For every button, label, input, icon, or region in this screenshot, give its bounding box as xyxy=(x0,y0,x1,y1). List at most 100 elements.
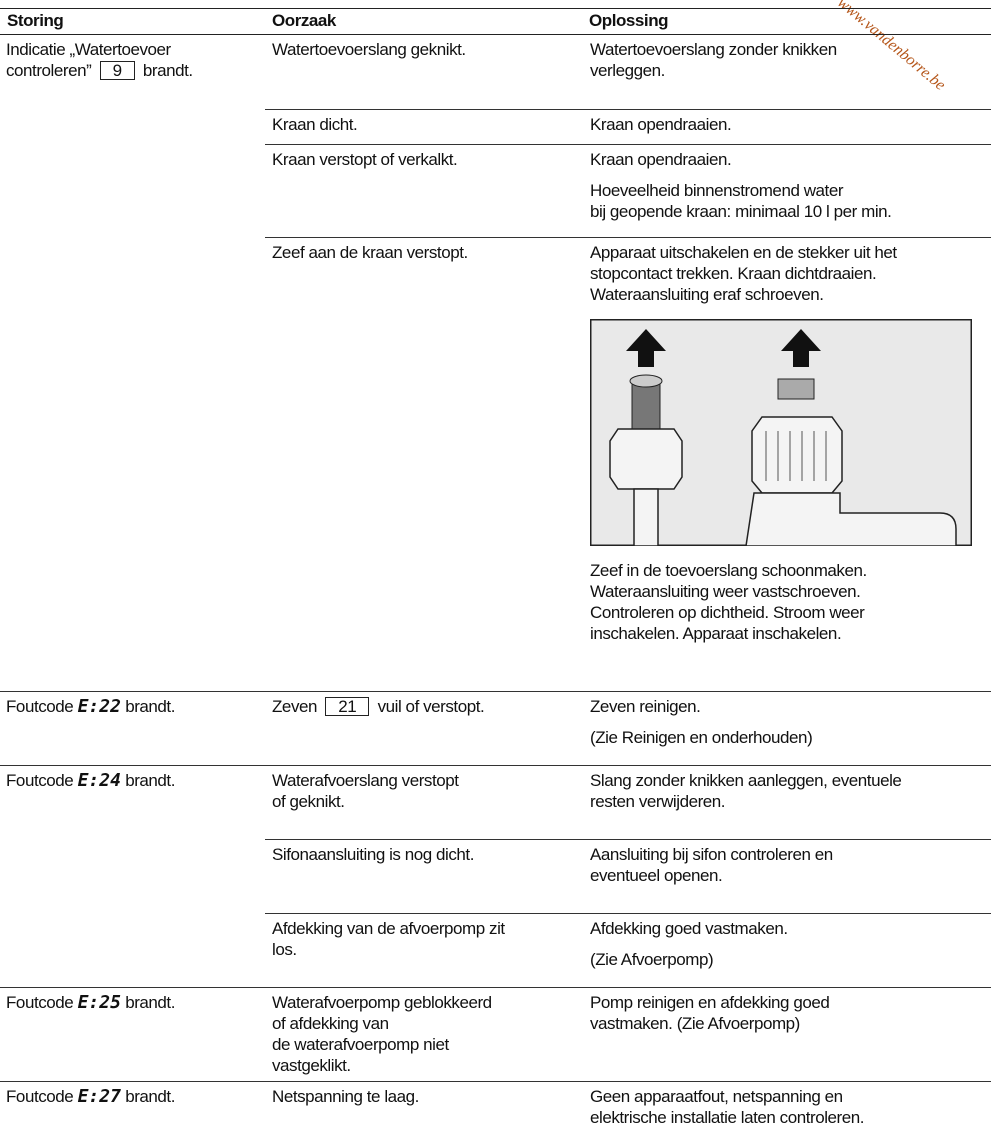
table-row: Foutcode E:27 brandt. Netspanning te laag… xyxy=(0,1081,991,1135)
oplossing-line: bij geopende kraan: minimaal 10 l per mi… xyxy=(590,202,892,221)
oplossing-paragraph: Afdekking goed vastmaken. xyxy=(590,918,987,939)
oorzaak-cell: Netspanning te laag. xyxy=(265,1081,582,1135)
oorzaak-cell: Waterafvoerslang verstopt of geknikt. xyxy=(265,765,582,840)
oplossing-paragraph: Apparaat uitschakelen en de stekker uit … xyxy=(590,242,987,305)
error-code: E:24 xyxy=(77,770,121,791)
oplossing-line: Wateraansluiting weer vastschroeven. xyxy=(590,582,861,601)
oplossing-line: Pomp reinigen en afdekking goed xyxy=(590,993,830,1012)
oplossing-cell: Apparaat uitschakelen en de stekker uit … xyxy=(582,237,991,692)
oplossing-line: Kraan opendraaien. xyxy=(590,115,732,134)
storing-text: controleren” xyxy=(6,61,92,80)
oplossing-cell: Aansluiting bij sifon controleren en even… xyxy=(582,839,991,914)
oplossing-paragraph: Watertoevoerslang zonder knikken verlegge… xyxy=(590,39,987,81)
storing-text: brandt. xyxy=(142,61,193,80)
oorzaak-cell: Afdekking van de afvoerpomp zit los. xyxy=(265,913,582,988)
oorzaak-cell: Watertoevoerslang geknikt. xyxy=(265,34,582,110)
oplossing-paragraph: Pomp reinigen en afdekking goed vastmaken… xyxy=(590,992,987,1034)
header-storing: Storing xyxy=(0,8,265,35)
oplossing-paragraph: (Zie Reinigen en onderhouden) xyxy=(590,727,987,748)
oorzaak-cell: Zeef aan de kraan verstopt. xyxy=(265,237,582,692)
table-row: Kraan dicht. Kraan opendraaien. xyxy=(0,109,991,145)
error-code: E:22 xyxy=(77,696,121,717)
oplossing-paragraph: Aansluiting bij sifon controleren en even… xyxy=(590,844,987,886)
oplossing-line: (Zie Afvoerpomp) xyxy=(590,950,714,969)
oorzaak-cell: Sifonaansluiting is nog dicht. xyxy=(265,839,582,914)
reference-number: 9 xyxy=(99,61,135,80)
oorzaak-cell: Kraan dicht. xyxy=(265,109,582,145)
storing-line: Indicatie „Watertoevoer xyxy=(6,40,171,59)
header-row: Storing Oorzaak Oplossing xyxy=(0,8,991,35)
oorzaak-line: Kraan verstopt of verkalkt. xyxy=(272,150,458,169)
oplossing-cell: Kraan opendraaien. Hoeveelheid binnenstro… xyxy=(582,144,991,238)
storing-line: Foutcode E:27 brandt. xyxy=(6,1086,261,1107)
table-row: Foutcode E:24 brandt. Waterafvoerslang ve… xyxy=(0,765,991,988)
oplossing-paragraph: Zeven reinigen. xyxy=(590,696,987,717)
fault-table: Storing Oorzaak Oplossing Indicatie „Wat… xyxy=(0,8,991,1135)
storing-text: brandt. xyxy=(125,993,175,1012)
oorzaak-line: Kraan dicht. xyxy=(272,115,358,134)
oorzaak-line: Watertoevoerslang geknikt. xyxy=(272,40,466,59)
table-row: Afdekking van de afvoerpomp zit los. Afdek… xyxy=(0,913,991,988)
oorzaak-line: los. xyxy=(272,940,297,959)
storing-text: Foutcode xyxy=(6,993,74,1012)
storing-text: Foutcode xyxy=(6,1087,74,1106)
oplossing-line: elektrische installatie laten controlere… xyxy=(590,1108,865,1127)
oplossing-line: Geen apparaatfout, netspanning en xyxy=(590,1087,843,1106)
oorzaak-line: Zeef aan de kraan verstopt. xyxy=(272,243,468,262)
oplossing-line: resten verwijderen. xyxy=(590,792,726,811)
oplossing-line: verleggen. xyxy=(590,61,665,80)
oorzaak-line: Afdekking van de afvoerpomp zit xyxy=(272,919,505,938)
oplossing-line: Wateraansluiting eraf schroeven. xyxy=(590,285,824,304)
oplossing-line: Zeven reinigen. xyxy=(590,697,701,716)
oplossing-cell: Geen apparaatfout, netspanning en elektri… xyxy=(582,1081,991,1135)
oorzaak-text: Zeven xyxy=(272,697,317,716)
storing-cell: Foutcode E:22 brandt. xyxy=(0,691,265,766)
header-oplossing: Oplossing xyxy=(582,8,991,35)
oplossing-cell: Watertoevoerslang zonder knikken verlegge… xyxy=(582,34,991,110)
oorzaak-line: of geknikt. xyxy=(272,792,345,811)
oplossing-line: (Zie Reinigen en onderhouden) xyxy=(590,728,813,747)
storing-text: brandt. xyxy=(125,771,175,790)
oplossing-cell: Pomp reinigen en afdekking goed vastmaken… xyxy=(582,987,991,1082)
storing-text: brandt. xyxy=(125,1087,175,1106)
oplossing-line: Kraan opendraaien. xyxy=(590,150,732,169)
error-code: E:27 xyxy=(77,1086,121,1107)
oorzaak-line: de waterafvoerpomp niet xyxy=(272,1035,449,1054)
oplossing-paragraph: Kraan opendraaien. xyxy=(590,149,987,170)
storing-cell: Foutcode E:25 brandt. xyxy=(0,987,265,1082)
oplossing-line: Watertoevoerslang zonder knikken xyxy=(590,40,837,59)
oorzaak-cell: Kraan verstopt of verkalkt. xyxy=(265,144,582,238)
oplossing-line: Zeef in de toevoerslang schoonmaken. xyxy=(590,561,867,580)
oplossing-paragraph: Slang zonder knikken aanleggen, eventuel… xyxy=(590,770,987,812)
oplossing-line: stopcontact trekken. Kraan dichtdraaien. xyxy=(590,264,877,283)
storing-text: Foutcode xyxy=(6,697,74,716)
oplossing-paragraph: (Zie Afvoerpomp) xyxy=(590,949,987,970)
storing-cell: Foutcode E:27 brandt. xyxy=(0,1081,265,1135)
oplossing-cell: Kraan opendraaien. xyxy=(582,109,991,145)
reference-number: 21 xyxy=(325,697,370,716)
oorzaak-line: Zeven 21 vuil of verstopt. xyxy=(272,696,578,717)
oplossing-cell: Afdekking goed vastmaken. (Zie Afvoerpomp… xyxy=(582,913,991,988)
table-row: Foutcode E:25 brandt. Waterafvoerpomp geb… xyxy=(0,987,991,1082)
oplossing-line: Controleren op dichtheid. Stroom weer xyxy=(590,603,865,622)
oorzaak-line: Waterafvoerpomp geblokkeerd xyxy=(272,993,492,1012)
oplossing-paragraph: Zeef in de toevoerslang schoonmaken. Wate… xyxy=(590,560,987,644)
storing-cell: Indicatie „Watertoevoer controleren” 9 br… xyxy=(0,34,265,692)
storing-text: brandt. xyxy=(125,697,175,716)
storing-text: Foutcode xyxy=(6,771,74,790)
oplossing-line: eventueel openen. xyxy=(590,866,723,885)
oorzaak-line: vastgeklikt. xyxy=(272,1056,351,1075)
oplossing-paragraph: Geen apparaatfout, netspanning en elektri… xyxy=(590,1086,987,1128)
error-code: E:25 xyxy=(77,992,121,1013)
storing-line: Foutcode E:24 brandt. xyxy=(6,770,261,791)
oplossing-cell: Slang zonder knikken aanleggen, eventuel… xyxy=(582,765,991,840)
oplossing-line: Aansluiting bij sifon controleren en xyxy=(590,845,833,864)
oorzaak-text: vuil of verstopt. xyxy=(377,697,485,716)
oorzaak-line: Waterafvoerslang verstopt xyxy=(272,771,459,790)
storing-line: Foutcode E:25 brandt. xyxy=(6,992,261,1013)
oplossing-cell: Zeven reinigen. (Zie Reinigen en onderhou… xyxy=(582,691,991,766)
oplossing-line: Afdekking goed vastmaken. xyxy=(590,919,788,938)
storing-cell: Foutcode E:24 brandt. xyxy=(0,765,265,988)
table-row: Foutcode E:22 brandt. Zeven 21 vuil of ve… xyxy=(0,691,991,766)
table-row: Zeef aan de kraan verstopt. Apparaat uits… xyxy=(0,237,991,692)
